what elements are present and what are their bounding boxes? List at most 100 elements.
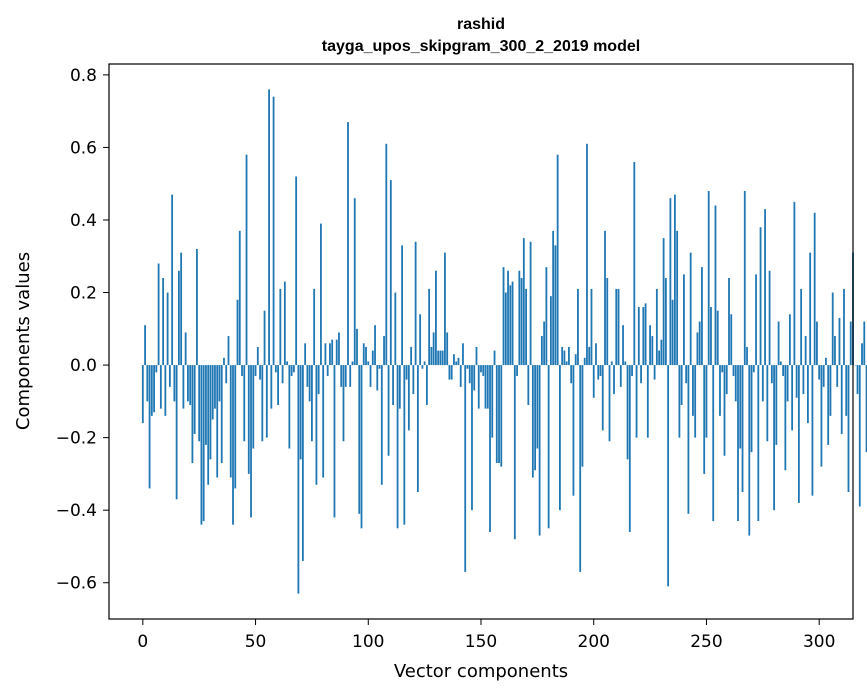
- bar: [696, 332, 699, 366]
- bar: [166, 292, 169, 366]
- bar: [263, 310, 266, 366]
- bar: [234, 365, 237, 489]
- bar: [441, 350, 444, 366]
- bar: [385, 143, 388, 366]
- x-tick-label: 50: [245, 632, 267, 652]
- bar: [613, 365, 615, 395]
- bar: [507, 270, 509, 366]
- bar: [398, 365, 401, 409]
- bar: [525, 288, 527, 366]
- chart-subtitle: tayga_upos_skipgram_300_2_2019 model: [322, 38, 640, 55]
- bar: [464, 365, 467, 572]
- bar: [705, 365, 708, 438]
- bar: [807, 365, 809, 424]
- bar: [777, 321, 780, 366]
- bar: [477, 365, 480, 409]
- bar: [473, 365, 476, 391]
- bar: [601, 365, 604, 431]
- bar: [692, 365, 694, 416]
- bar: [685, 365, 688, 384]
- bar: [649, 325, 651, 366]
- bar: [604, 230, 606, 366]
- bar: [466, 365, 469, 369]
- bar: [279, 288, 282, 366]
- bar: [414, 241, 417, 366]
- bar: [588, 346, 591, 366]
- bar: [768, 270, 771, 366]
- bar: [412, 365, 415, 395]
- bar: [450, 365, 453, 380]
- bar: [329, 343, 331, 366]
- bar: [211, 365, 214, 420]
- bar: [380, 365, 383, 485]
- bar: [187, 365, 189, 402]
- bar: [635, 365, 638, 438]
- bar: [283, 281, 286, 366]
- bar: [689, 252, 692, 366]
- y-tick-label: −0.2: [56, 429, 97, 449]
- bar: [761, 365, 764, 402]
- bar: [669, 198, 672, 366]
- bar: [182, 365, 185, 409]
- bar: [653, 365, 656, 380]
- bar: [522, 238, 525, 366]
- bar: [694, 365, 697, 438]
- bar: [225, 365, 228, 384]
- bar: [671, 299, 674, 366]
- bar: [344, 365, 347, 387]
- bar: [333, 365, 336, 518]
- bar: [737, 365, 739, 522]
- bar: [177, 270, 180, 366]
- bar: [540, 336, 543, 366]
- bar: [531, 365, 534, 478]
- bar: [218, 365, 221, 402]
- bar: [660, 339, 663, 366]
- bar: [396, 365, 399, 529]
- bar: [369, 365, 372, 387]
- bar: [482, 365, 485, 376]
- bar: [320, 223, 322, 366]
- bar: [716, 310, 719, 366]
- bar: [371, 350, 374, 366]
- bar: [583, 357, 586, 366]
- bar: [153, 365, 155, 413]
- bar: [367, 361, 370, 366]
- bar: [739, 365, 742, 449]
- bar: [223, 357, 225, 366]
- bar: [795, 365, 798, 398]
- bar: [340, 365, 343, 387]
- bar: [617, 288, 620, 366]
- bar: [615, 288, 618, 366]
- bar: [338, 332, 340, 366]
- bar: [394, 292, 397, 366]
- y-tick-label: 0.2: [70, 284, 97, 304]
- bar: [516, 365, 518, 376]
- bar: [162, 278, 165, 366]
- bar: [554, 245, 557, 366]
- bar: [193, 365, 196, 434]
- x-tick-label: 0: [137, 632, 148, 652]
- x-axis-ticks: 0 50 100 150 200 250 300: [137, 619, 835, 652]
- bar: [770, 365, 773, 384]
- bar: [489, 365, 491, 532]
- bar: [292, 365, 295, 373]
- bar: [387, 365, 390, 456]
- bar: [626, 365, 629, 460]
- bar: [356, 328, 358, 366]
- bar: [549, 296, 552, 366]
- bar: [311, 365, 313, 442]
- bar: [527, 365, 530, 405]
- bar: [448, 365, 451, 380]
- bar: [148, 365, 151, 489]
- bar: [495, 365, 498, 464]
- bar: [171, 194, 174, 366]
- bar: [301, 365, 304, 561]
- bar: [707, 190, 710, 366]
- bar: [586, 143, 588, 366]
- bar: [241, 365, 243, 376]
- y-tick-label: 0.8: [70, 66, 97, 86]
- x-axis-label: Vector components: [394, 661, 568, 682]
- bar: [232, 365, 234, 525]
- bar: [712, 365, 715, 522]
- bar: [570, 365, 573, 384]
